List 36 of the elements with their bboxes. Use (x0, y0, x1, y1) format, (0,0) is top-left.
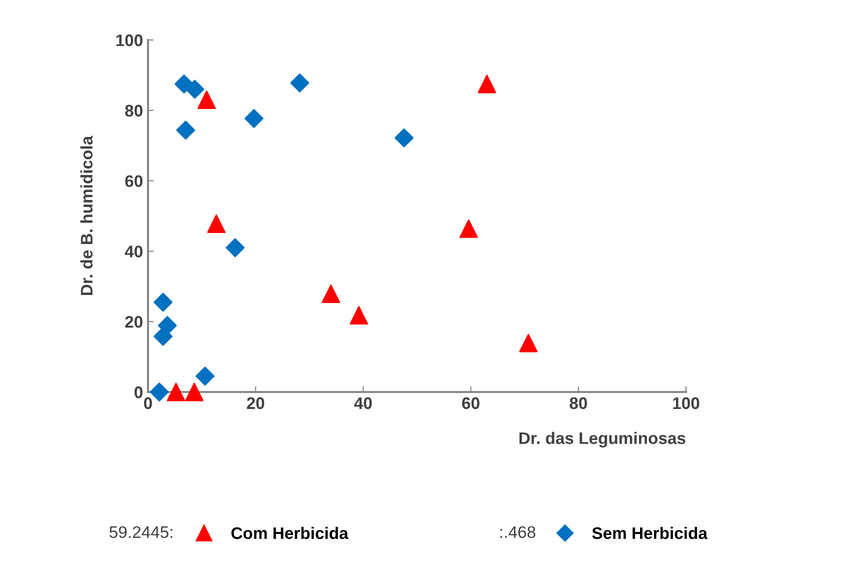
point (158, 316, 177, 335)
x-tick-label: 20 (246, 397, 264, 410)
point (290, 73, 310, 92)
point (394, 128, 414, 148)
x-tick-label: 0 (144, 397, 152, 410)
point (244, 109, 264, 128)
point (197, 90, 216, 110)
point (207, 214, 226, 233)
point (478, 74, 496, 94)
y-tick-label: 40 (124, 246, 142, 258)
point (185, 80, 204, 99)
x-tick-label: 100 (673, 397, 700, 410)
x-axis-title: Dr. das Leguminosas (519, 432, 686, 448)
point (459, 219, 478, 238)
y-tick-label: 60 (125, 175, 142, 188)
y-tick-label: 100 (116, 34, 142, 46)
text: 59.2445: (110, 526, 172, 538)
x-tick-label: 40 (354, 397, 372, 410)
y-tick-label: 20 (125, 316, 142, 328)
point (176, 120, 196, 140)
y-tick-label: 80 (125, 104, 142, 117)
point (322, 284, 340, 303)
x-tick-label: 60 (462, 397, 480, 410)
point (166, 382, 186, 402)
point (519, 334, 538, 352)
point (350, 306, 368, 324)
point (154, 292, 173, 312)
x-tick-label: 80 (570, 397, 587, 410)
point (185, 382, 204, 402)
point (196, 366, 215, 386)
legend-label: Com Herbicida (231, 526, 348, 540)
y-tick-label: 0 (134, 386, 142, 398)
point (226, 238, 245, 258)
legend-label: Sem Herbicida (592, 526, 708, 540)
text: :.468 (500, 526, 536, 538)
y-axis-title: Dr. de B. humidicola (80, 136, 93, 295)
